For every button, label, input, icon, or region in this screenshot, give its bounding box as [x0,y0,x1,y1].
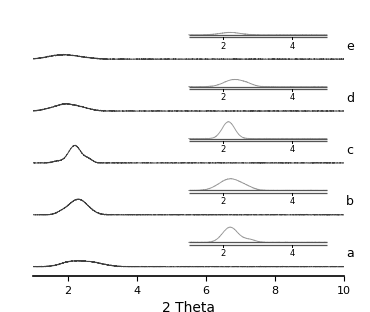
Text: 4: 4 [290,93,295,102]
Text: 4: 4 [290,197,295,206]
Text: b: b [346,195,354,208]
Text: c: c [346,144,353,157]
Text: e: e [346,40,354,53]
Text: 2: 2 [221,145,226,154]
Text: 4: 4 [290,145,295,154]
Text: 4: 4 [290,249,295,258]
Text: d: d [346,92,354,105]
Text: a: a [346,247,354,260]
Text: 2: 2 [221,41,226,51]
Text: 2: 2 [221,93,226,102]
X-axis label: 2 Theta: 2 Theta [162,301,215,312]
Text: 2: 2 [221,249,226,258]
Text: 4: 4 [290,41,295,51]
Text: 2: 2 [221,197,226,206]
